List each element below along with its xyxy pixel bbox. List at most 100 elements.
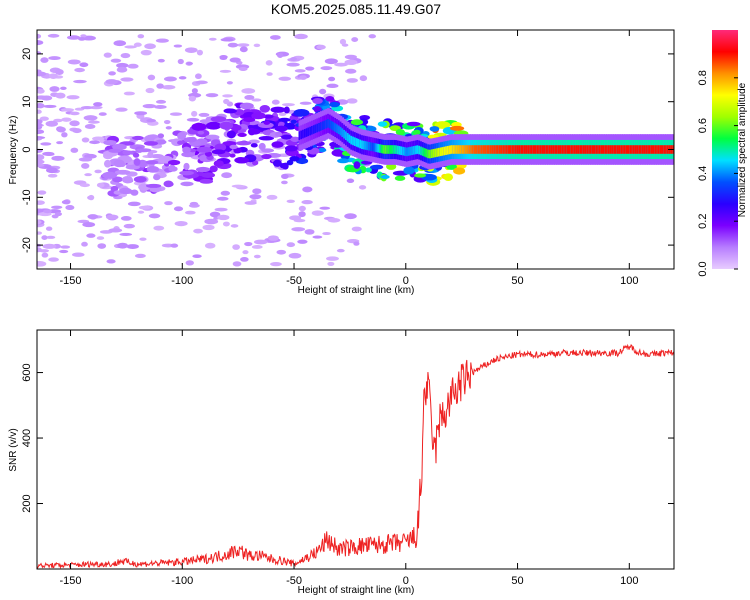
noise-blob bbox=[48, 56, 61, 61]
noise-blob bbox=[319, 206, 331, 210]
noise-blob bbox=[231, 184, 245, 188]
noise-blob bbox=[188, 95, 197, 102]
ridge-band bbox=[550, 145, 554, 154]
spectral-blob bbox=[204, 151, 213, 157]
ridge-band bbox=[425, 148, 429, 158]
ridge-band bbox=[525, 145, 529, 154]
ridge-band bbox=[391, 145, 395, 154]
noise-blob bbox=[223, 98, 230, 105]
spectral-blob bbox=[219, 121, 234, 130]
spectral-blob bbox=[370, 164, 383, 170]
noise-blob bbox=[54, 211, 62, 217]
ridge-band bbox=[384, 145, 387, 154]
ridge-band bbox=[529, 145, 532, 154]
spectral-blob bbox=[233, 148, 242, 154]
noise-blob bbox=[351, 226, 362, 232]
ridge-band bbox=[377, 143, 380, 153]
y-tick-label: 400 bbox=[21, 429, 33, 447]
ridge-band bbox=[584, 145, 588, 154]
noise-blob bbox=[289, 215, 302, 221]
ridge-band bbox=[661, 145, 665, 154]
noise-blob bbox=[205, 93, 219, 98]
noise-blob bbox=[164, 76, 177, 82]
noise-blob bbox=[269, 35, 281, 40]
ridge-band bbox=[432, 149, 436, 158]
ridge-band bbox=[459, 145, 463, 154]
spectral-blob bbox=[365, 167, 372, 173]
spectral-blob bbox=[350, 119, 364, 126]
ridge-band bbox=[316, 123, 319, 133]
ridge-band bbox=[502, 145, 505, 154]
noise-blob bbox=[299, 101, 312, 105]
spectral-blob bbox=[429, 126, 440, 132]
x-tick-label: -150 bbox=[60, 575, 82, 587]
noise-blob bbox=[251, 98, 262, 102]
noise-blob bbox=[124, 45, 137, 49]
ridge-band bbox=[311, 125, 314, 135]
ridge-band bbox=[450, 145, 454, 154]
ridge-band bbox=[570, 145, 573, 154]
spectral-blob bbox=[434, 121, 451, 129]
snr-y-ticks: 200 400 600 bbox=[21, 363, 674, 513]
ridge-band bbox=[645, 145, 648, 154]
ridge-band bbox=[321, 121, 325, 130]
ridge-band bbox=[466, 145, 470, 154]
spectral-blob bbox=[406, 121, 421, 127]
noise-blob bbox=[69, 120, 80, 127]
noise-blob bbox=[137, 210, 145, 214]
spectrogram-x-label: Height of straight line (km) bbox=[298, 285, 415, 296]
noise-blob bbox=[174, 221, 188, 227]
spectral-blob bbox=[136, 148, 152, 153]
noise-blob bbox=[37, 163, 45, 167]
noise-blob bbox=[244, 201, 257, 205]
ridge-band bbox=[636, 145, 640, 154]
noise-blob bbox=[281, 173, 289, 180]
spectral-blob bbox=[183, 162, 190, 171]
noise-blob bbox=[156, 83, 164, 89]
ridge-band bbox=[404, 147, 407, 156]
noise-blob bbox=[147, 74, 156, 81]
noise-blob bbox=[66, 35, 81, 40]
noise-blob bbox=[61, 132, 68, 138]
noise-blob bbox=[146, 118, 157, 123]
ridge-band bbox=[589, 145, 593, 154]
noise-blob bbox=[115, 107, 128, 112]
ridge-band bbox=[468, 145, 471, 154]
spectral-blob bbox=[386, 163, 397, 170]
spectral-blob bbox=[414, 173, 427, 178]
noise-blob bbox=[222, 94, 233, 98]
noise-blob bbox=[123, 91, 135, 96]
spectral-blob bbox=[337, 158, 350, 164]
ridge-band bbox=[436, 148, 439, 157]
noise-blob bbox=[144, 43, 156, 50]
noise-blob bbox=[37, 190, 47, 195]
ridge-band bbox=[527, 145, 530, 154]
ridge-band bbox=[602, 145, 606, 154]
spectral-blob bbox=[201, 172, 216, 179]
spectral-blob bbox=[179, 170, 194, 176]
ridge-band bbox=[582, 145, 586, 154]
ridge-band bbox=[616, 145, 620, 154]
noise-blob bbox=[185, 210, 196, 215]
ridge-band bbox=[355, 138, 359, 147]
spectral-blob bbox=[312, 97, 323, 104]
ridge-band bbox=[620, 145, 623, 154]
ridge-band bbox=[543, 145, 547, 154]
noise-blob bbox=[97, 243, 107, 249]
noise-blob bbox=[119, 232, 133, 236]
ridge-band bbox=[343, 129, 346, 139]
spectral-blob bbox=[403, 166, 415, 175]
noise-blob bbox=[40, 95, 53, 101]
noise-blob bbox=[87, 214, 99, 220]
spectral-blob bbox=[211, 149, 226, 155]
ridge-band bbox=[534, 145, 538, 154]
noise-blob bbox=[286, 242, 296, 248]
spectral-blob bbox=[125, 164, 140, 170]
y-tick-label: 10 bbox=[21, 96, 33, 108]
y-tick-label: 200 bbox=[21, 494, 33, 512]
spectral-blob bbox=[248, 128, 261, 135]
spectral-blob bbox=[449, 125, 465, 131]
spectral-blob bbox=[353, 161, 361, 169]
ridge-band bbox=[341, 128, 345, 137]
noise-blob bbox=[270, 262, 282, 267]
